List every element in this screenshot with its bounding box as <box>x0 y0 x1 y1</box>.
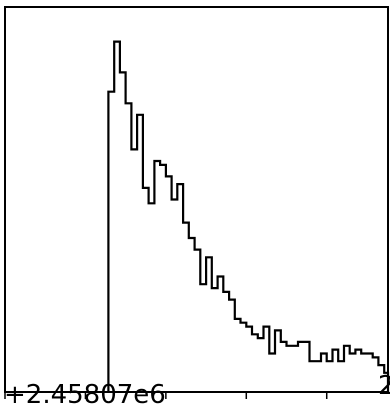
x-offset-label: +2.45807e6 <box>4 380 166 406</box>
plot-frame <box>4 6 389 393</box>
histogram-step-line <box>107 40 390 392</box>
x-ticks <box>4 392 328 399</box>
x-edge-tick-label: 2 <box>378 371 390 401</box>
